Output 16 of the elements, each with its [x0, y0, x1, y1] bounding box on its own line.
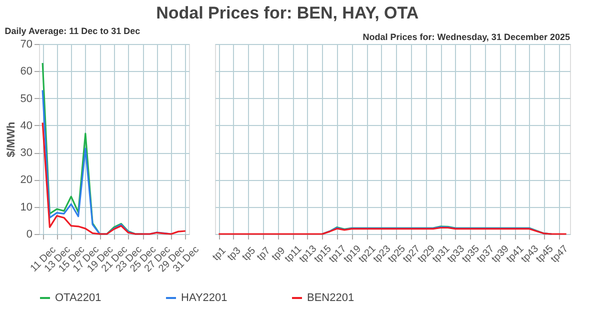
- y-tick-label: 0: [26, 228, 32, 240]
- y-tick-label: 20: [20, 174, 32, 186]
- y-tick-label: 10: [20, 201, 32, 214]
- y-tick-label: 30: [20, 147, 32, 160]
- line-series: [42, 122, 186, 235]
- legend-label: HAY2201: [181, 292, 228, 304]
- legend-label: BEN2201: [307, 292, 354, 304]
- y-tick-label: 60: [20, 66, 32, 78]
- y-axis-title: $/MWh: [5, 122, 18, 158]
- chart-title: Nodal Prices for: Wednesday, 31 December 2025: [362, 32, 570, 42]
- y-tick-label: 70: [20, 38, 32, 50]
- y-tick-label: 40: [20, 120, 32, 132]
- legend-label: OTA2201: [55, 292, 102, 304]
- chart-subtitle: Daily Average: 11 Dec to 31 Dec: [4, 26, 140, 36]
- text: Nodal Prices for: BEN, HAY, OTA: [156, 4, 419, 22]
- y-tick-label: 50: [20, 92, 32, 105]
